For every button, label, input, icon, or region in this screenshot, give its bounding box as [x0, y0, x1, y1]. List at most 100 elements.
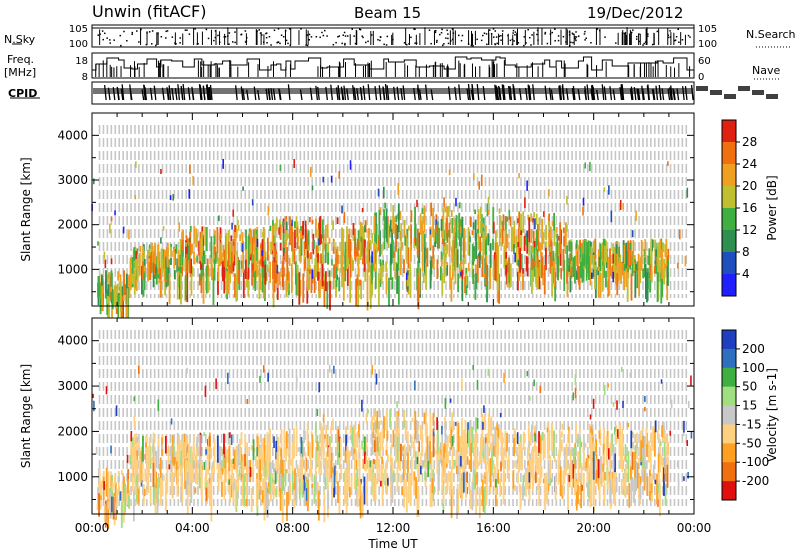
radar-title: Unwin (fitACF) — [92, 2, 207, 21]
nsky-point — [523, 36, 526, 38]
nsky-point — [443, 43, 445, 45]
nsky-point — [430, 42, 432, 45]
nsky-point — [166, 30, 169, 32]
cpid-overflow-text — [696, 86, 708, 91]
cpid-band — [93, 88, 693, 94]
nsky-point — [362, 36, 364, 39]
velocity-colorbar-segment — [722, 348, 736, 369]
velocity-colorbar-tick-label: -50 — [742, 436, 762, 450]
nsky-point — [361, 35, 363, 37]
nsky-point — [306, 44, 309, 47]
nsky-point — [451, 28, 454, 30]
nsky-point — [546, 42, 549, 45]
nsky-point — [509, 39, 512, 42]
nsky-point — [332, 43, 335, 46]
nsky-point — [476, 38, 478, 41]
nsky-point — [551, 31, 554, 34]
nsky-point — [435, 41, 438, 43]
nsky-point — [324, 29, 326, 32]
velocity-colorbar-tick-label: 15 — [742, 399, 757, 413]
nsky-point — [377, 38, 379, 41]
nsky-point — [321, 31, 323, 34]
velocity-colorbar-tick-label: 200 — [742, 342, 765, 356]
nsky-point — [234, 31, 236, 33]
nsky-point — [148, 31, 151, 33]
power-ytick-label: 1000 — [57, 262, 88, 276]
nsky-point — [527, 28, 529, 31]
nsky-point — [194, 28, 196, 30]
nsky-point — [413, 28, 415, 30]
nsky-point — [259, 32, 262, 34]
freq-step-line — [92, 56, 695, 71]
freq-tick-label: 8 — [82, 72, 88, 83]
date-title: 19/Dec/2012 — [587, 4, 684, 22]
nsky-point — [439, 33, 441, 36]
nsky-point — [498, 35, 500, 38]
nsky-tick-label: 105 — [69, 24, 88, 35]
nsky-point — [244, 30, 247, 32]
nsky-point — [113, 39, 115, 41]
nsky-point — [165, 37, 167, 39]
nsky-point — [270, 44, 272, 46]
nsky-point — [326, 35, 328, 37]
nsky-point — [184, 29, 187, 31]
power-colorbar-label: Power [dB] — [765, 175, 779, 240]
velocity-colorbar-tick-label: -200 — [742, 474, 769, 488]
nsky-point — [643, 42, 645, 45]
nave-tick-label: 0 — [698, 72, 704, 83]
nsky-point — [495, 36, 498, 38]
nsky-point — [109, 39, 111, 41]
nsky-point — [445, 37, 447, 39]
nsky-point — [344, 35, 347, 37]
nsky-point — [517, 42, 520, 44]
nsky-point — [217, 34, 219, 37]
nsky-point — [490, 32, 493, 35]
nsky-point — [109, 42, 111, 44]
nsky-point — [244, 41, 247, 43]
power-colorbar-tick-label: 12 — [742, 223, 757, 237]
nsky-point — [461, 34, 464, 37]
nsky-point — [308, 39, 311, 41]
nsky-point — [635, 35, 638, 38]
nsky-point — [500, 39, 502, 41]
velocity-colorbar-tick-label: -100 — [742, 455, 769, 469]
nsky-point — [441, 28, 443, 31]
velocity-colorbar-tick-label: 50 — [742, 380, 757, 394]
nsky-point — [577, 35, 580, 37]
nsky-point — [482, 34, 484, 37]
nsky-point — [656, 30, 659, 33]
nsky-point — [346, 35, 349, 37]
nsky-point — [353, 35, 355, 37]
nsky-point — [354, 42, 357, 45]
nsky-point — [385, 44, 388, 46]
nsky-point — [574, 36, 576, 38]
nsky-point — [570, 41, 572, 44]
nsky-point — [447, 37, 449, 40]
nsky-point — [460, 39, 463, 42]
cpid-overflow-text — [752, 90, 764, 95]
nsky-point — [572, 33, 574, 35]
nsky-point — [240, 33, 242, 36]
nsky-point — [470, 44, 473, 47]
nsky-point — [151, 30, 154, 32]
nsky-point — [562, 35, 565, 38]
nsky-point — [306, 34, 309, 36]
nsky-point — [428, 29, 431, 31]
nsky-point — [584, 30, 586, 33]
nsky-point — [341, 42, 343, 45]
nsky-point — [207, 37, 210, 40]
power-ytick-label: 3000 — [57, 173, 88, 187]
nsky-point — [615, 42, 617, 44]
nsky-point — [512, 32, 514, 34]
time-axis-label: Time UT — [367, 537, 418, 551]
nsky-point — [500, 34, 502, 37]
velocity-data-streaks — [92, 364, 693, 530]
cpid-overflow-text — [738, 86, 750, 91]
nsky-point — [138, 41, 140, 43]
nsky-point — [165, 30, 167, 33]
nsky-point — [228, 32, 231, 34]
nsky-point — [536, 33, 538, 36]
velocity-colorbar-segment — [722, 462, 736, 482]
nsky-point — [205, 28, 208, 31]
